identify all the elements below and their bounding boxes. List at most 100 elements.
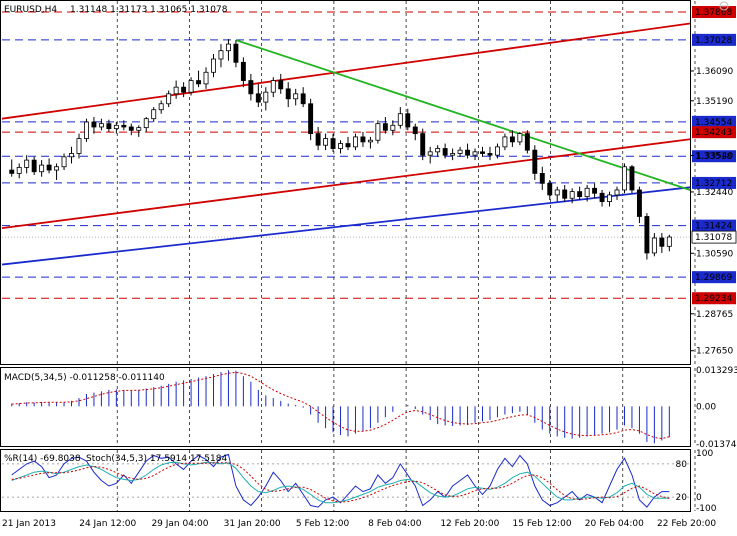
candle-body: [54, 166, 60, 171]
level-price-label: 1.37028: [695, 36, 732, 46]
candle-body: [338, 143, 343, 149]
candle-body: [98, 123, 104, 128]
candle-body: [196, 80, 202, 85]
candle-body: [554, 189, 560, 196]
candle-body: [248, 80, 254, 95]
candle-body: [412, 126, 418, 135]
stoch-signal-line: [11, 462, 670, 503]
candle-body: [450, 153, 456, 156]
candle-body: [375, 123, 381, 141]
level-price-box: [692, 176, 736, 189]
price-axis-label: 1.36090: [696, 67, 733, 77]
candle-body: [84, 121, 89, 139]
candle-body: [524, 133, 530, 151]
candle-body: [203, 71, 209, 85]
wpr-label: %R(14) -69.8038: [4, 454, 81, 464]
time-axis-label: 21 Jan 2013: [2, 519, 56, 529]
price-axis-label: 1.32440: [696, 188, 733, 198]
candle-body: [435, 148, 441, 153]
level-price-box: [692, 271, 736, 284]
candle-body: [121, 124, 127, 128]
candle-body: [480, 151, 485, 154]
candle-body: [270, 80, 276, 93]
candle-body: [532, 149, 538, 174]
candle-body: [225, 43, 231, 52]
candle-body: [16, 167, 22, 174]
candle-body: [584, 187, 590, 197]
current-price-label: 1.31078: [695, 233, 732, 243]
time-axis-label: 31 Jan 20:00: [224, 519, 281, 529]
candle-body: [539, 172, 545, 184]
candle-body: [622, 166, 627, 191]
candle-body: [106, 123, 112, 130]
level-price-label: 1.34554: [695, 118, 732, 128]
wpr-left-axis-label: 80: [676, 460, 688, 470]
time-axis-label: 5 Feb 12:00: [296, 519, 350, 529]
candle-body: [599, 192, 605, 202]
candle-body: [255, 93, 261, 103]
level-price-label: 1.29234: [695, 294, 732, 304]
macd-label: MACD(5,34,5) -0.011258 -0.011140: [4, 373, 165, 383]
level-price-label: 1.29869: [695, 273, 732, 283]
candle-body: [614, 189, 620, 196]
level-price-label: 1.31424: [695, 222, 732, 232]
price-axis-label: 1.33540: [696, 151, 733, 161]
time-axis-label: 29 Jan 04:00: [151, 519, 208, 529]
candle-body: [353, 136, 358, 148]
window-close-icon[interactable]: [719, 1, 729, 11]
level-price-box: [692, 292, 736, 305]
candle-body: [382, 123, 388, 131]
candle-body: [151, 109, 157, 120]
candle-body: [592, 187, 598, 194]
candle-body: [188, 80, 194, 93]
level-price-box: [692, 126, 736, 139]
candle-body: [9, 169, 15, 174]
price-axis-label: 1.27650: [696, 347, 733, 357]
candle-body: [278, 80, 284, 90]
level-price-label: 1.34243: [695, 128, 732, 138]
candle-body: [166, 93, 172, 105]
candle-body: [218, 50, 224, 60]
candle-body: [547, 182, 553, 196]
candle-body: [69, 153, 74, 158]
trendline-support: [1, 186, 691, 266]
candle-body: [517, 133, 523, 143]
trendline-lower-channel: [1, 138, 691, 229]
candle-body: [659, 237, 665, 247]
time-axis-label: 20 Feb 04:00: [585, 519, 644, 529]
candle-body: [472, 151, 478, 156]
macd-pane[interactable]: [0, 367, 691, 447]
candle-body: [24, 159, 30, 168]
level-price-box: [692, 219, 736, 232]
candle-body: [457, 149, 463, 154]
candle-body: [666, 236, 672, 247]
candle-body: [181, 86, 187, 93]
candle-body: [293, 93, 299, 100]
candle-body: [494, 146, 500, 156]
wpr-pane[interactable]: [0, 449, 691, 512]
candle-body: [91, 121, 97, 128]
candle-body: [136, 127, 142, 131]
candle-body: [128, 126, 134, 131]
candle-body: [143, 118, 149, 129]
candle-body: [427, 151, 433, 156]
level-price-label: 1.37868: [695, 8, 732, 18]
candle-body: [629, 166, 635, 191]
candle-body: [31, 159, 37, 173]
candle-body: [263, 91, 269, 103]
candle-body: [360, 136, 366, 143]
candle-body: [330, 138, 336, 149]
candle-body: [509, 136, 515, 143]
candle-body: [323, 138, 329, 146]
wpr-left-axis-label: 20: [676, 493, 688, 503]
candle-body: [442, 148, 448, 156]
candle-body: [607, 194, 612, 202]
trendline-resistance: [235, 39, 691, 191]
chart-header-ohlc: 1.31148 1.31173 1.31065 1.31078: [70, 5, 228, 15]
candle-body: [465, 149, 471, 156]
macd-axis-label: -0.013744: [696, 440, 737, 450]
wpr-line: [11, 453, 670, 508]
candle-body: [367, 139, 373, 143]
